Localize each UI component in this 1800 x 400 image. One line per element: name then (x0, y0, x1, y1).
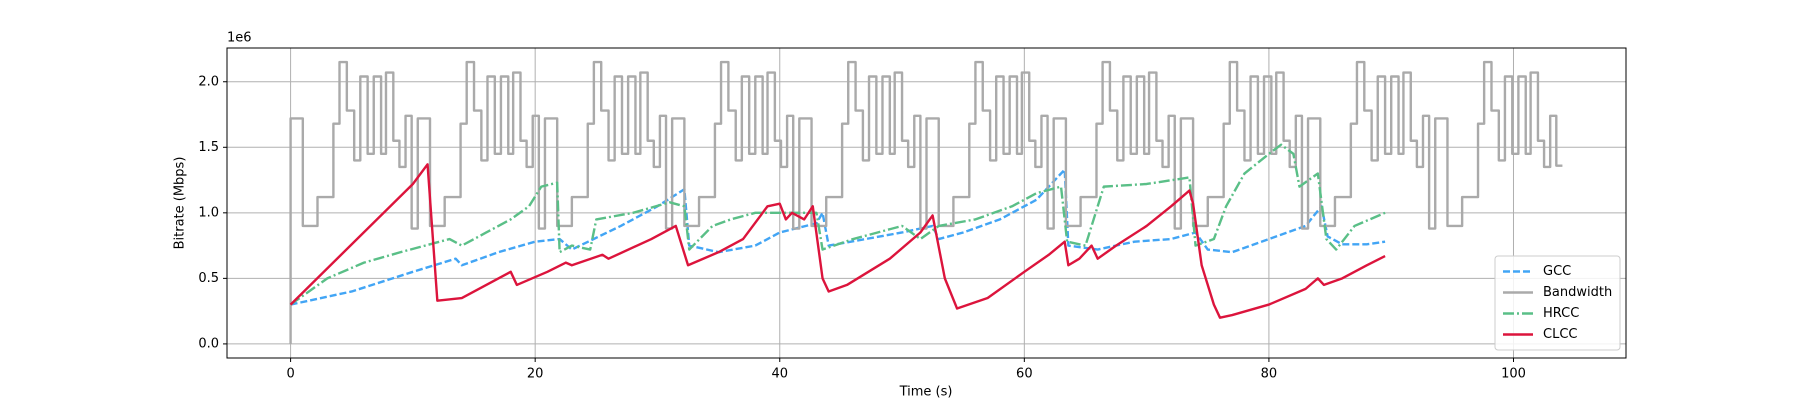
x-tick-label: 0 (286, 367, 294, 382)
x-tick-label: 20 (527, 367, 544, 382)
y-offset-label: 1e6 (227, 31, 252, 46)
x-tick-label: 80 (1261, 367, 1278, 382)
legend-label: Bandwidth (1543, 285, 1612, 300)
y-axis-label: Bitrate (Mbps) (173, 157, 188, 250)
series-line (290, 168, 1386, 306)
y-tick-label: 1.5 (198, 140, 219, 155)
x-axis-label: Time (s) (899, 385, 953, 400)
x-tick-label: 100 (1501, 367, 1526, 382)
legend-label: CLCC (1543, 327, 1577, 342)
series-line (289, 163, 1386, 319)
legend-box (1494, 255, 1621, 351)
y-tick-label: 1.0 (198, 205, 219, 220)
series-line (289, 143, 1386, 306)
y-tick-label: 2.0 (198, 74, 219, 89)
y-tick-label: 0.0 (198, 336, 219, 351)
legend-label: GCC (1543, 264, 1571, 279)
y-tick-label: 0.5 (198, 271, 219, 286)
series-line (289, 60, 1563, 344)
legend-label: HRCC (1543, 306, 1579, 321)
x-tick-label: 40 (771, 367, 788, 382)
plot-frame (226, 47, 1627, 359)
x-tick-label: 60 (1016, 367, 1033, 382)
